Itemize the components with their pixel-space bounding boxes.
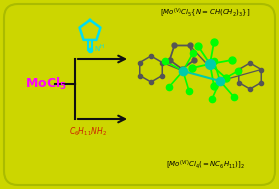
Text: N: N (94, 46, 99, 52)
Text: $\mathbf{MoCl_5}$: $\mathbf{MoCl_5}$ (25, 76, 67, 92)
Text: $C_6H_{11}NH_2$: $C_6H_{11}NH_2$ (69, 126, 107, 138)
Text: $[Mo^{(V)}Cl_5\{N{=}CH(CH_2)_3\}]$: $[Mo^{(V)}Cl_5\{N{=}CH(CH_2)_3\}]$ (160, 6, 250, 19)
Text: H: H (99, 44, 103, 50)
FancyBboxPatch shape (4, 4, 275, 185)
Text: $[Mo^{(VI)}Cl_4({=}NC_6H_{11})]_2$: $[Mo^{(VI)}Cl_4({=}NC_6H_{11})]_2$ (165, 158, 244, 171)
